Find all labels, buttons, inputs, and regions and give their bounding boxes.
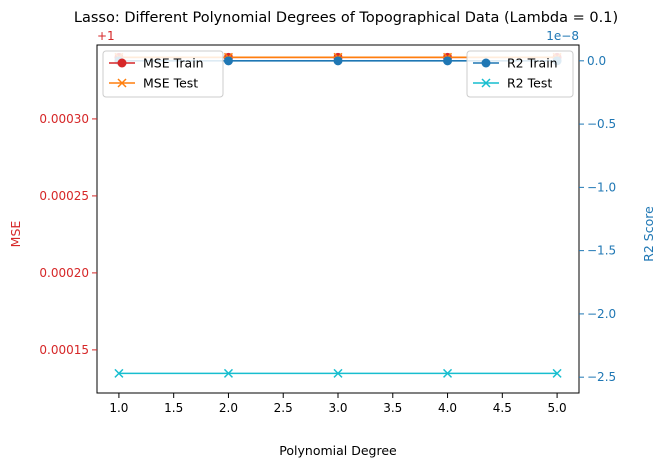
- data-point-r2-train: [333, 56, 343, 66]
- legend-marker: [481, 78, 491, 88]
- legend-entry-r2-test: R2 Test: [473, 76, 552, 91]
- data-point-r2-test: [552, 368, 562, 378]
- data-point-r2-train: [223, 56, 233, 66]
- x-tick-label: 4.5: [493, 401, 512, 415]
- data-point-r2-test: [443, 368, 453, 378]
- right-offset-label: 1e−8: [546, 29, 579, 43]
- data-point-r2-test: [223, 368, 233, 378]
- legend-entry-mse-train: MSE Train: [109, 56, 204, 71]
- legend-marker: [117, 58, 127, 68]
- chart-title: Lasso: Different Polynomial Degrees of T…: [74, 10, 618, 26]
- x-tick-label: 5.0: [548, 401, 567, 415]
- left-offset-label: +1: [97, 29, 115, 43]
- right-y-tick-label: −0.5: [587, 117, 616, 131]
- x-tick-label: 4.0: [438, 401, 457, 415]
- legend-left: MSE Train MSE Test: [102, 50, 224, 98]
- x-tick-label: 2.0: [219, 401, 238, 415]
- legend-entry-mse-test: MSE Test: [109, 76, 198, 91]
- data-point-r2-train: [443, 56, 453, 66]
- right-y-tick-label: −1.0: [587, 180, 616, 194]
- left-y-tick-label: 0.00025: [39, 189, 89, 203]
- legend-label: R2 Test: [507, 76, 552, 91]
- right-y-tick-label: 0.0: [587, 54, 606, 68]
- legend-entry-r2-train: R2 Train: [473, 56, 558, 71]
- left-y-axis-label: MSE: [8, 221, 23, 248]
- x-axis: 1.0 1.5 2.0 2.5 3.0 3.5 4.0 4.5 5.0: [109, 393, 567, 415]
- right-y-tick-label: −2.0: [587, 307, 616, 321]
- left-y-axis: 0.00015 0.00020 0.00025 0.00030: [39, 112, 97, 357]
- legend-label: MSE Train: [143, 56, 204, 71]
- legend-marker: [481, 58, 491, 68]
- x-axis-label: Polynomial Degree: [279, 443, 397, 458]
- legend-label: R2 Train: [507, 56, 558, 71]
- legend-label: MSE Test: [143, 76, 198, 91]
- right-y-axis: 0.0 −0.5 −1.0 −1.5 −2.0 −2.5: [579, 54, 616, 384]
- right-y-axis-label: R2 Score: [641, 206, 656, 262]
- data-point-r2-test: [114, 368, 124, 378]
- left-y-tick-label: 0.00020: [39, 266, 89, 280]
- legend-right: R2 Train R2 Test: [466, 50, 574, 98]
- x-tick-label: 1.0: [109, 401, 128, 415]
- x-tick-label: 2.5: [274, 401, 293, 415]
- left-y-tick-label: 0.00015: [39, 343, 89, 357]
- right-y-tick-label: −1.5: [587, 244, 616, 258]
- right-y-tick-label: −2.5: [587, 370, 616, 384]
- x-tick-label: 3.5: [383, 401, 402, 415]
- x-tick-label: 1.5: [164, 401, 183, 415]
- x-tick-label: 3.0: [328, 401, 347, 415]
- data-point-r2-test: [333, 368, 343, 378]
- legend-marker: [117, 78, 127, 88]
- left-y-tick-label: 0.00030: [39, 112, 89, 126]
- series-r2-test: [114, 368, 562, 378]
